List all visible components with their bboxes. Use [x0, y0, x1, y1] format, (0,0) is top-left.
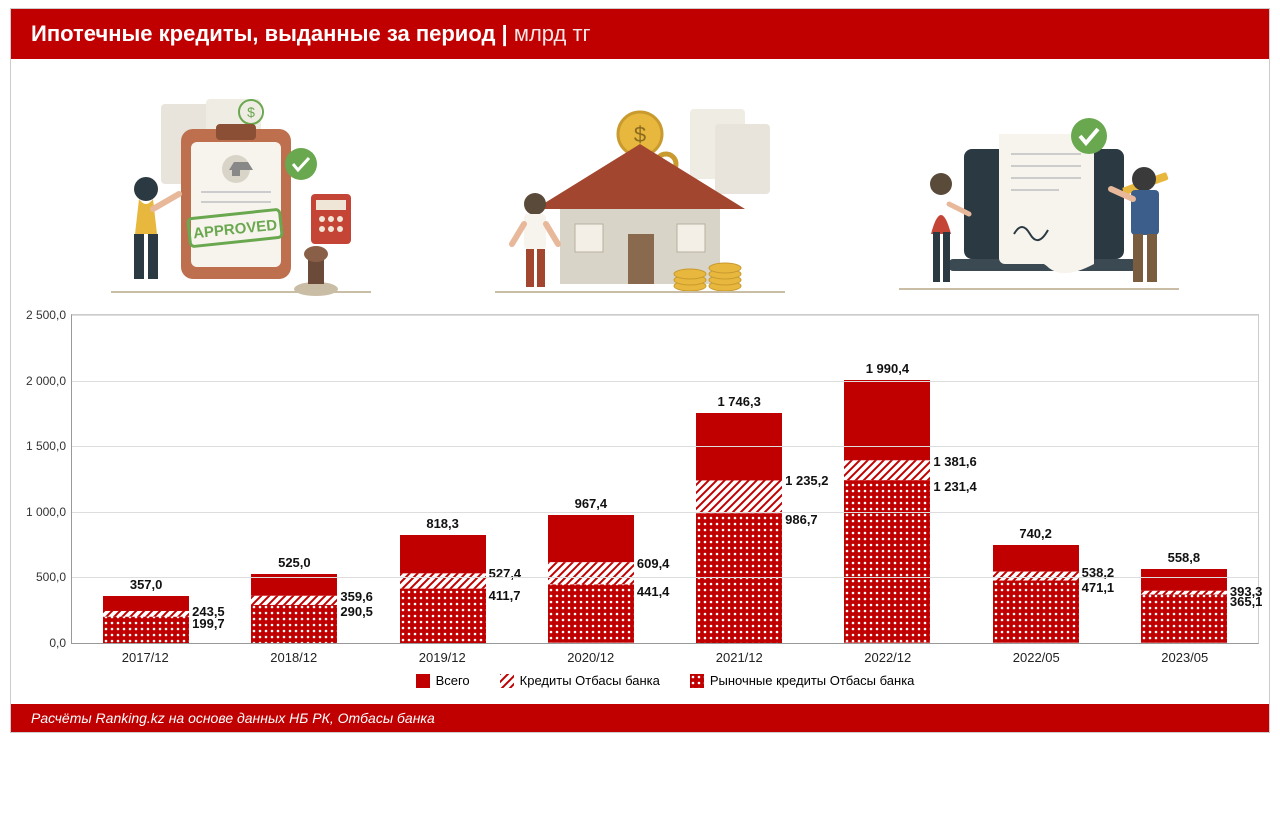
value-label-total: 558,8	[1168, 550, 1201, 565]
x-tick-label: 2019/12	[368, 650, 517, 665]
segment-total	[400, 535, 486, 573]
segment-otbasy	[400, 573, 486, 588]
footer-text: Расчёты Ranking.kz на основе данных НБ Р…	[31, 710, 435, 726]
x-tick-label: 2022/12	[814, 650, 963, 665]
legend-item: Кредиты Отбасы банка	[500, 673, 660, 688]
segment-otbasy	[993, 572, 1079, 581]
bar-group: 740,2538,2471,1	[962, 315, 1110, 643]
bar-group: 818,3527,4411,7	[369, 315, 517, 643]
bar-group: 1 990,41 381,61 231,4	[813, 315, 961, 643]
title-sep: |	[495, 21, 513, 46]
y-tick-label: 0,0	[49, 636, 66, 650]
gridline	[72, 381, 1258, 382]
segment-otbasy	[548, 563, 634, 585]
bar-group: 967,4609,4441,4	[517, 315, 665, 643]
x-tick-label: 2021/12	[665, 650, 814, 665]
segment-otbasy	[103, 611, 189, 617]
segment-otbasy	[251, 596, 337, 605]
svg-text:$: $	[634, 122, 646, 147]
value-label-total: 357,0	[130, 577, 163, 592]
illustration-house: $	[440, 94, 839, 304]
x-tick-label: 2022/05	[962, 650, 1111, 665]
infographic-container: Ипотечные кредиты, выданные за период | …	[10, 8, 1270, 733]
legend-item: Рыночные кредиты Отбасы банка	[690, 673, 915, 688]
footer-bar: Расчёты Ranking.kz на основе данных НБ Р…	[11, 704, 1269, 732]
segment-total	[548, 515, 634, 562]
x-tick-label: 2020/12	[517, 650, 666, 665]
chart-area: 357,0243,5199,7 525,0359,6290,5 818,3527…	[71, 314, 1259, 644]
value-label-market: 411,7	[489, 588, 521, 603]
gridline	[72, 446, 1258, 447]
gridline	[72, 577, 1258, 578]
x-tick-label: 2017/12	[71, 650, 220, 665]
y-tick-label: 2 500,0	[26, 308, 66, 322]
bar-stack	[400, 535, 486, 643]
segment-total	[993, 545, 1079, 572]
title-text: Ипотечные кредиты, выданные за период	[31, 21, 495, 46]
segment-total	[844, 380, 930, 460]
bar-group: 1 746,31 235,2986,7	[665, 315, 813, 643]
y-tick-label: 1 000,0	[26, 505, 66, 519]
x-tick-label: 2018/12	[220, 650, 369, 665]
segment-otbasy	[1141, 591, 1227, 595]
y-tick-label: 500,0	[36, 570, 66, 584]
illustration-row: $ APPROVED	[11, 59, 1269, 314]
segment-market	[1141, 595, 1227, 643]
segment-market	[548, 585, 634, 643]
legend-label: Всего	[436, 673, 470, 688]
bar-stack	[251, 574, 337, 643]
bar-stack	[103, 596, 189, 643]
bar-group: 558,8393,3365,1	[1110, 315, 1258, 643]
legend-label: Кредиты Отбасы банка	[520, 673, 660, 688]
legend-label: Рыночные кредиты Отбасы банка	[710, 673, 915, 688]
segment-otbasy	[844, 461, 930, 481]
illustration-contract	[840, 94, 1239, 304]
chart-legend: Всего Кредиты Отбасы банка Рыночные кредит…	[71, 665, 1259, 692]
bar-stack	[993, 545, 1079, 643]
value-label-total: 967,4	[575, 496, 608, 511]
chart-wrap: 357,0243,5199,7 525,0359,6290,5 818,3527…	[11, 314, 1269, 704]
value-label-total: 818,3	[426, 516, 459, 531]
x-tick-label: 2023/05	[1111, 650, 1260, 665]
header-bar: Ипотечные кредиты, выданные за период | …	[11, 9, 1269, 59]
bar-stack	[548, 515, 634, 643]
illustration-approved: $ APPROVED	[41, 94, 440, 304]
bars-row: 357,0243,5199,7 525,0359,6290,5 818,3527…	[72, 315, 1258, 643]
y-tick-label: 1 500,0	[26, 439, 66, 453]
segment-total	[1141, 569, 1227, 591]
bar-stack	[1141, 569, 1227, 643]
bar-group: 525,0359,6290,5	[220, 315, 368, 643]
segment-otbasy	[696, 480, 782, 513]
legend-item: Всего	[416, 673, 470, 688]
title-unit: млрд тг	[514, 21, 591, 46]
segment-market	[993, 581, 1079, 643]
bar-group: 357,0243,5199,7	[72, 315, 220, 643]
gridline	[72, 512, 1258, 513]
segment-market	[844, 480, 930, 643]
value-label-total: 525,0	[278, 555, 311, 570]
value-label-market: 365,1	[1230, 594, 1263, 609]
y-tick-label: 2 000,0	[26, 374, 66, 388]
gridline	[72, 315, 1258, 316]
segment-market	[251, 605, 337, 643]
value-label-total: 1 746,3	[717, 394, 760, 409]
value-label-total: 1 990,4	[866, 361, 909, 376]
segment-market	[103, 617, 189, 643]
svg-text:$: $	[247, 104, 255, 120]
segment-total	[103, 596, 189, 611]
x-axis-labels: 2017/122018/122019/122020/122021/122022/…	[71, 650, 1259, 665]
segment-market	[400, 589, 486, 643]
value-label-total: 740,2	[1019, 526, 1052, 541]
